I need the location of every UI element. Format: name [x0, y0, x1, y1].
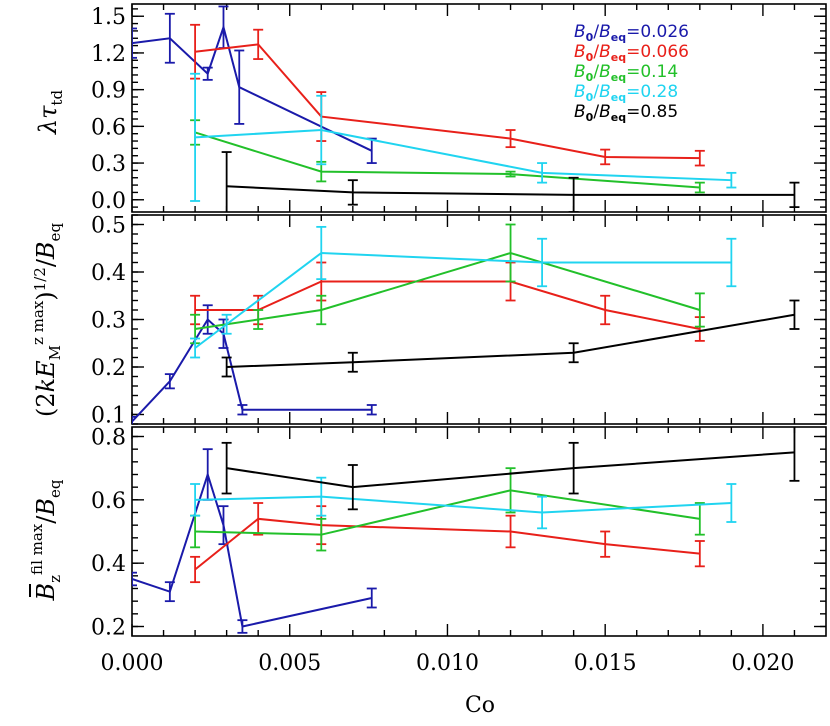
- legend-entry: B0/Beq=0.026: [574, 22, 689, 44]
- series-1: [190, 261, 705, 342]
- series-line: [226, 313, 795, 368]
- series-line: [132, 23, 373, 152]
- series-line: [195, 280, 701, 330]
- y-tick-label: 0.4: [91, 261, 126, 286]
- series-line: [195, 495, 732, 514]
- ylabel-top-base: λτ: [34, 105, 62, 135]
- x-tick-label: 0.000: [101, 651, 164, 676]
- series-0: [132, 448, 377, 634]
- series-2: [190, 223, 705, 345]
- series-line: [195, 489, 700, 536]
- legend-entry: B0/Beq=0.85: [574, 102, 678, 124]
- legend-entry: B0/Beq=0.28: [574, 82, 678, 104]
- series-4: [221, 427, 800, 511]
- series-0: [132, 5, 377, 164]
- ylabel-middle: (2kEMz max)1/2/Beq: [29, 223, 64, 417]
- y-tick-label: 0.2: [91, 616, 126, 641]
- series-3: [190, 225, 737, 359]
- y-tick-label: 0.6: [91, 115, 126, 140]
- panel-top: 0.0 0.3 0.6 0.9 1.2 1.5: [91, 3, 827, 214]
- series-line: [226, 185, 795, 196]
- y-tick-label: 0.3: [91, 309, 126, 334]
- panel-bottom: 0.2 0.4 0.6 0.8 0.000 0.005 0.010 0.015 0.020: [91, 426, 827, 676]
- y-tick-label: 1.5: [91, 5, 126, 30]
- y-tick-label: 0.8: [91, 426, 126, 451]
- series-line: [194, 43, 700, 160]
- x-tick-label: 0.020: [731, 651, 794, 676]
- legend: B0/Beq=0.026B0/Beq=0.066B0/Beq=0.14B0/Be…: [574, 22, 689, 124]
- series-line: [195, 129, 732, 182]
- series-4: [221, 299, 800, 378]
- legend-entry: B0/Beq=0.14: [574, 62, 678, 84]
- x-tick-label: 0.015: [574, 651, 637, 676]
- ylabel-top-sub: td: [48, 90, 66, 106]
- series-1: [190, 502, 705, 584]
- ylabel-top: λτtd: [34, 90, 66, 136]
- series-line: [194, 131, 700, 189]
- panel-middle: 0.1 0.2 0.3 0.4 0.5: [91, 214, 827, 429]
- ylabel-bottom: Bzfil max/Beq: [28, 479, 64, 601]
- y-tick-label: 0.4: [91, 552, 126, 577]
- y-tick-label: 0.9: [91, 79, 126, 104]
- series-3: [190, 72, 737, 202]
- y-tick-label: 0.0: [91, 189, 126, 214]
- legend-entry: B0/Beq=0.066: [574, 42, 689, 64]
- y-tick-label: 0.2: [91, 356, 126, 381]
- series-2: [190, 467, 705, 552]
- y-tick-label: 1.2: [91, 42, 126, 67]
- plot-frame: [131, 214, 827, 425]
- x-tick-label: 0.010: [416, 651, 479, 676]
- series-line: [194, 517, 700, 571]
- series-line: [226, 451, 795, 489]
- y-tick-label: 0.5: [91, 214, 126, 239]
- y-tick-label: 0.1: [91, 404, 126, 429]
- x-axis-label: Co: [465, 693, 495, 718]
- y-tick-label: 0.6: [91, 489, 126, 514]
- y-tick-label: 0.3: [91, 152, 126, 177]
- x-tick-label: 0.005: [258, 651, 321, 676]
- series-4: [221, 151, 800, 212]
- series-3: [190, 476, 737, 530]
- series-line: [132, 317, 372, 423]
